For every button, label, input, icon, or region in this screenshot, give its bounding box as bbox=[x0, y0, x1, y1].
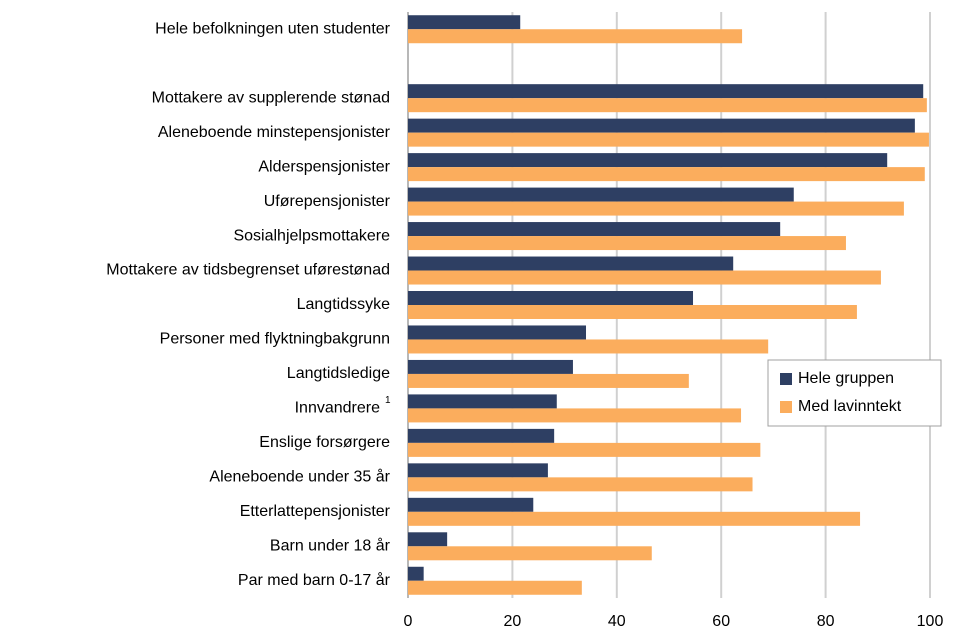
y-tick-label: Hele befolkningen uten studenter bbox=[155, 20, 391, 37]
bar bbox=[408, 98, 927, 113]
bar bbox=[408, 305, 857, 319]
bar bbox=[408, 325, 587, 340]
bar bbox=[408, 463, 548, 478]
bar bbox=[408, 222, 781, 237]
x-tick-label: 100 bbox=[917, 613, 944, 630]
y-tick-label: Barn under 18 år bbox=[270, 537, 391, 555]
bar bbox=[408, 84, 924, 99]
legend-box bbox=[767, 359, 942, 427]
y-tick-label: Aleneboende minstepensjonister bbox=[158, 124, 391, 141]
bar bbox=[408, 359, 573, 374]
bar bbox=[408, 118, 915, 133]
x-tick-label: 20 bbox=[504, 613, 522, 630]
y-tick-label: Alderspensjonister bbox=[258, 158, 390, 175]
bar bbox=[408, 546, 652, 561]
bar bbox=[408, 394, 557, 409]
bar bbox=[408, 408, 742, 423]
y-tick-label: Mottakere av supplerende stønad bbox=[152, 89, 390, 106]
bar bbox=[408, 580, 582, 595]
x-tick-label: 0 bbox=[404, 613, 413, 630]
bar bbox=[408, 132, 929, 147]
bar bbox=[408, 256, 734, 271]
bar bbox=[408, 497, 534, 512]
bar bbox=[408, 566, 424, 581]
legend-swatch bbox=[780, 373, 792, 385]
y-tick-label: Enslige forsørgere bbox=[259, 434, 390, 451]
bar bbox=[408, 187, 794, 202]
bar bbox=[408, 442, 761, 457]
y-tick-label: Etterlattepensjonister bbox=[240, 503, 391, 520]
y-tick-label: Aleneboende under 35 år bbox=[209, 468, 390, 486]
bar bbox=[408, 15, 521, 30]
x-tick-label: 60 bbox=[712, 613, 730, 630]
bar bbox=[408, 153, 888, 168]
bar bbox=[408, 373, 689, 388]
bar bbox=[408, 236, 846, 251]
y-tick-label: Langtidssyke bbox=[297, 296, 390, 313]
bar bbox=[408, 270, 881, 285]
legend-label: Med lavinntekt bbox=[798, 398, 902, 415]
y-tick-label: Mottakere av tidsbegrenset uførestønad bbox=[106, 262, 390, 279]
y-tick-label: Innvandrere bbox=[295, 400, 380, 417]
y-tick-label: Par med barn 0-17 år bbox=[238, 571, 391, 589]
x-tick-label: 80 bbox=[817, 613, 835, 630]
y-tick-label: Sosialhjelpsmottakere bbox=[233, 227, 390, 244]
bar bbox=[408, 201, 904, 216]
bar bbox=[408, 29, 743, 44]
legend-swatch bbox=[780, 401, 792, 413]
superscript: 1 bbox=[385, 395, 391, 406]
bar bbox=[408, 291, 694, 305]
y-tick-label: Uførepensjonister bbox=[264, 193, 391, 210]
bar bbox=[408, 339, 769, 354]
y-tick-label: Personer med flyktningbakgrunn bbox=[160, 331, 390, 348]
bar bbox=[408, 428, 555, 443]
legend-label: Hele gruppen bbox=[798, 370, 894, 387]
x-tick-label: 40 bbox=[608, 613, 626, 630]
bar bbox=[408, 167, 925, 182]
bar bbox=[408, 532, 448, 547]
bar bbox=[408, 477, 753, 492]
bar bbox=[408, 511, 861, 526]
y-tick-label: Langtidsledige bbox=[287, 365, 390, 382]
